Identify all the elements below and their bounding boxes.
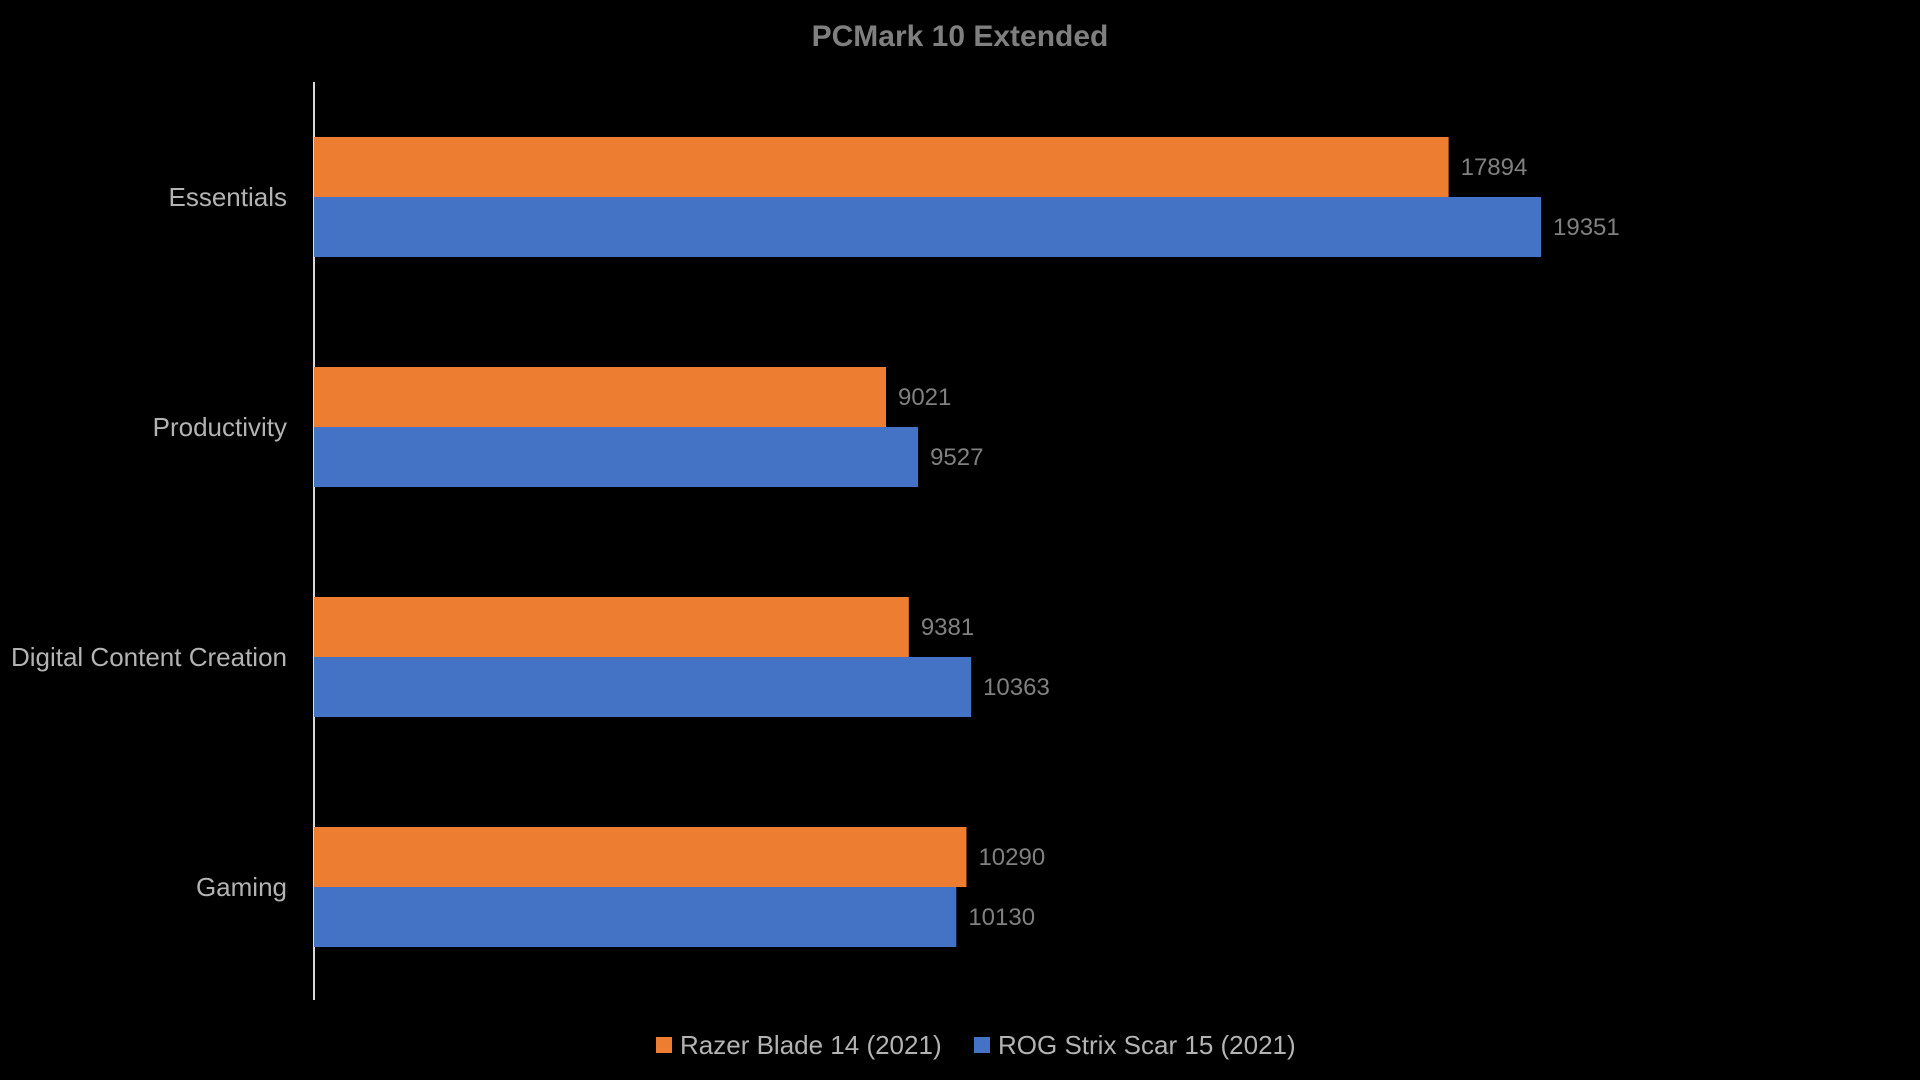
category-labels: Essentials Productivity Digital Content Cr… xyxy=(11,182,287,902)
category-label-digital-content-creation: Digital Content Creation xyxy=(11,642,287,672)
legend-swatch-1 xyxy=(656,1037,672,1053)
bar-productivity-series-1 xyxy=(314,367,886,427)
bar-digital-content-creation-series-1 xyxy=(314,597,909,657)
bar-essentials-series-1 xyxy=(314,137,1449,197)
legend-label-1: Razer Blade 14 (2021) xyxy=(680,1030,942,1060)
category-label-gaming: Gaming xyxy=(196,872,287,902)
value-label-digital-content-creation-series-2: 10363 xyxy=(983,674,1050,701)
value-labels: 17894 19351 9021 9527 9381 10363 10290 10130 xyxy=(898,154,1620,931)
bars-group xyxy=(314,137,1541,947)
category-label-essentials: Essentials xyxy=(169,182,288,212)
value-label-digital-content-creation-series-1: 9381 xyxy=(921,614,974,641)
value-label-essentials-series-2: 19351 xyxy=(1553,214,1620,241)
value-label-productivity-series-2: 9527 xyxy=(930,444,983,471)
legend-label-2: ROG Strix Scar 15 (2021) xyxy=(998,1030,1296,1060)
bar-productivity-series-2 xyxy=(314,427,919,487)
bar-gaming-series-2 xyxy=(314,887,957,947)
legend: Razer Blade 14 (2021) ROG Strix Scar 15 (… xyxy=(656,1030,1296,1060)
chart-title: PCMark 10 Extended xyxy=(812,20,1109,53)
bar-essentials-series-2 xyxy=(314,197,1541,257)
value-label-essentials-series-1: 17894 xyxy=(1461,154,1528,181)
bar-gaming-series-1 xyxy=(314,827,967,887)
value-label-gaming-series-2: 10130 xyxy=(968,904,1035,931)
bar-digital-content-creation-series-2 xyxy=(314,657,972,717)
category-label-productivity: Productivity xyxy=(153,412,287,442)
value-label-productivity-series-1: 9021 xyxy=(898,384,951,411)
legend-swatch-2 xyxy=(974,1037,990,1053)
value-label-gaming-series-1: 10290 xyxy=(978,844,1045,871)
